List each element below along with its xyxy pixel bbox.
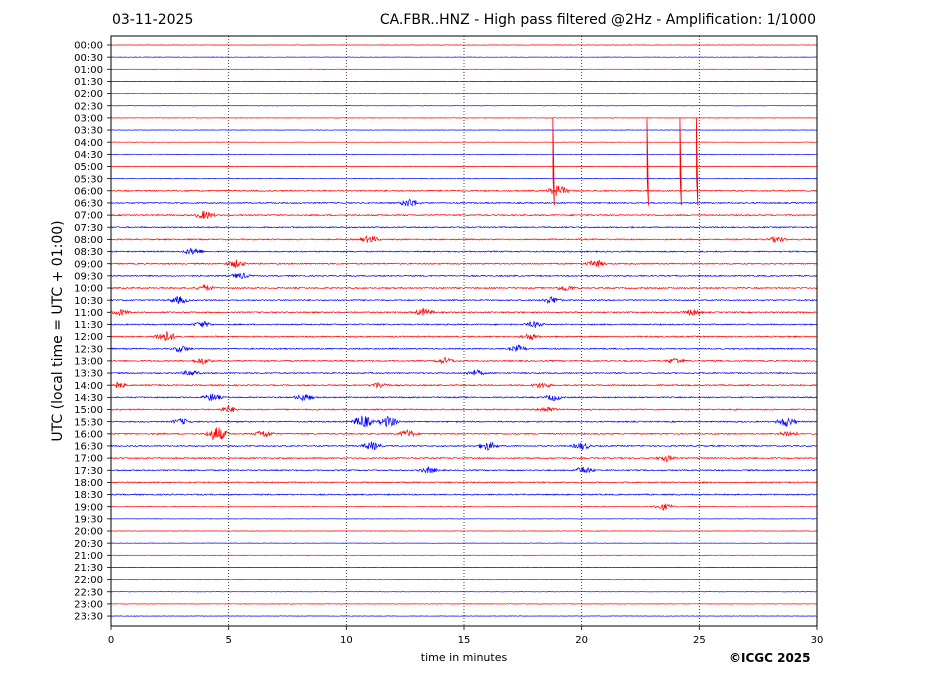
y-tick-label: 17:30 — [74, 466, 103, 477]
y-tick-label: 16:00 — [74, 429, 103, 440]
y-tick-label: 22:00 — [74, 575, 103, 586]
y-tick-label: 03:30 — [74, 126, 103, 137]
y-tick-label: 11:30 — [74, 320, 103, 331]
y-tick-label: 16:30 — [74, 442, 103, 453]
trace-0900 — [110, 259, 817, 269]
y-tick-label: 20:00 — [74, 527, 103, 538]
y-tick-label: 09:00 — [74, 259, 103, 270]
y-tick-label: 07:00 — [74, 211, 103, 222]
y-tick-label: 02:30 — [74, 101, 103, 112]
x-tick-label: 10 — [340, 635, 353, 646]
y-tick-label: 12:30 — [74, 344, 103, 355]
y-tick-label: 23:00 — [74, 600, 103, 611]
y-tick-label: 04:00 — [74, 138, 103, 149]
y-tick-label: 18:30 — [74, 490, 103, 501]
x-tick-label: 5 — [225, 635, 231, 646]
trace-1700 — [110, 455, 817, 463]
y-tick-label: 15:00 — [74, 405, 103, 416]
trace-1730 — [110, 466, 817, 474]
gridlines-layer — [228, 36, 700, 626]
spikes-layer — [552, 117, 699, 206]
chart-title: CA.FBR..HNZ - High pass filtered @2Hz - … — [379, 12, 816, 28]
trace-1630 — [110, 441, 817, 451]
y-tick-label: 06:30 — [74, 199, 103, 210]
y-tick-label: 06:00 — [74, 186, 103, 197]
x-axis-label: time in minutes — [421, 651, 508, 664]
y-tick-label: 23:30 — [74, 612, 103, 623]
x-axis: 0 5 10 15 20 25 30 — [108, 626, 824, 646]
y-tick-label: 19:30 — [74, 514, 103, 525]
y-tick-label: 09:30 — [74, 271, 103, 282]
spike-2 — [646, 117, 649, 206]
spike-3 — [679, 117, 682, 206]
trace-0630 — [110, 198, 817, 207]
y-tick-label: 01:30 — [74, 77, 103, 88]
x-tick-label: 30 — [811, 635, 824, 646]
trace-0830 — [110, 248, 817, 255]
trace-0800 — [110, 235, 817, 244]
y-tick-label: 03:00 — [74, 114, 103, 125]
trace-1830 — [110, 493, 817, 496]
trace-0730 — [110, 225, 817, 229]
x-tick-label: 25 — [693, 635, 706, 646]
y-tick-label: 13:30 — [74, 369, 103, 380]
y-tick-label: 07:30 — [74, 223, 103, 234]
trace-0600 — [110, 185, 817, 196]
y-tick-label: 05:30 — [74, 174, 103, 185]
y-tick-label: 05:00 — [74, 162, 103, 173]
x-tick-label: 15 — [458, 635, 471, 646]
y-tick-label: 08:30 — [74, 247, 103, 258]
spike-1 — [552, 117, 555, 206]
y-tick-label: 10:30 — [74, 296, 103, 307]
y-tick-label: 21:30 — [74, 563, 103, 574]
x-tick-label: 0 — [108, 635, 114, 646]
spike-4 — [695, 117, 699, 206]
chart-date: 03-11-2025 — [112, 12, 194, 28]
y-tick-label: 19:00 — [74, 502, 103, 513]
y-axis-label: UTC (local time = UTC + 01:00) — [50, 220, 66, 441]
y-tick-label: 22:30 — [74, 587, 103, 598]
trace-1530 — [110, 415, 817, 428]
y-tick-label: 08:00 — [74, 235, 103, 246]
y-tick-label: 11:00 — [74, 308, 103, 319]
y-tick-label: 20:30 — [74, 539, 103, 550]
y-tick-label: 04:30 — [74, 150, 103, 161]
trace-1900 — [110, 503, 817, 511]
trace-0700 — [110, 210, 817, 219]
y-tick-label: 01:00 — [74, 65, 103, 76]
y-tick-label: 12:00 — [74, 332, 103, 343]
y-tick-label: 21:00 — [74, 551, 103, 562]
y-tick-label: 02:00 — [74, 89, 103, 100]
y-tick-label: 15:30 — [74, 417, 103, 428]
y-tick-label: 00:30 — [74, 53, 103, 64]
copyright-notice: ©ICGC 2025 — [729, 651, 811, 665]
y-tick-label: 13:00 — [74, 357, 103, 368]
y-tick-label: 14:00 — [74, 381, 103, 392]
trace-1500 — [110, 405, 817, 413]
y-tick-label: 14:30 — [74, 393, 103, 404]
y-tick-label: 18:00 — [74, 478, 103, 489]
y-tick-label: 10:00 — [74, 284, 103, 295]
y-tick-label: 00:00 — [74, 41, 103, 52]
x-tick-label: 20 — [575, 635, 588, 646]
trace-1800 — [110, 481, 817, 484]
y-tick-label: 17:00 — [74, 454, 103, 465]
